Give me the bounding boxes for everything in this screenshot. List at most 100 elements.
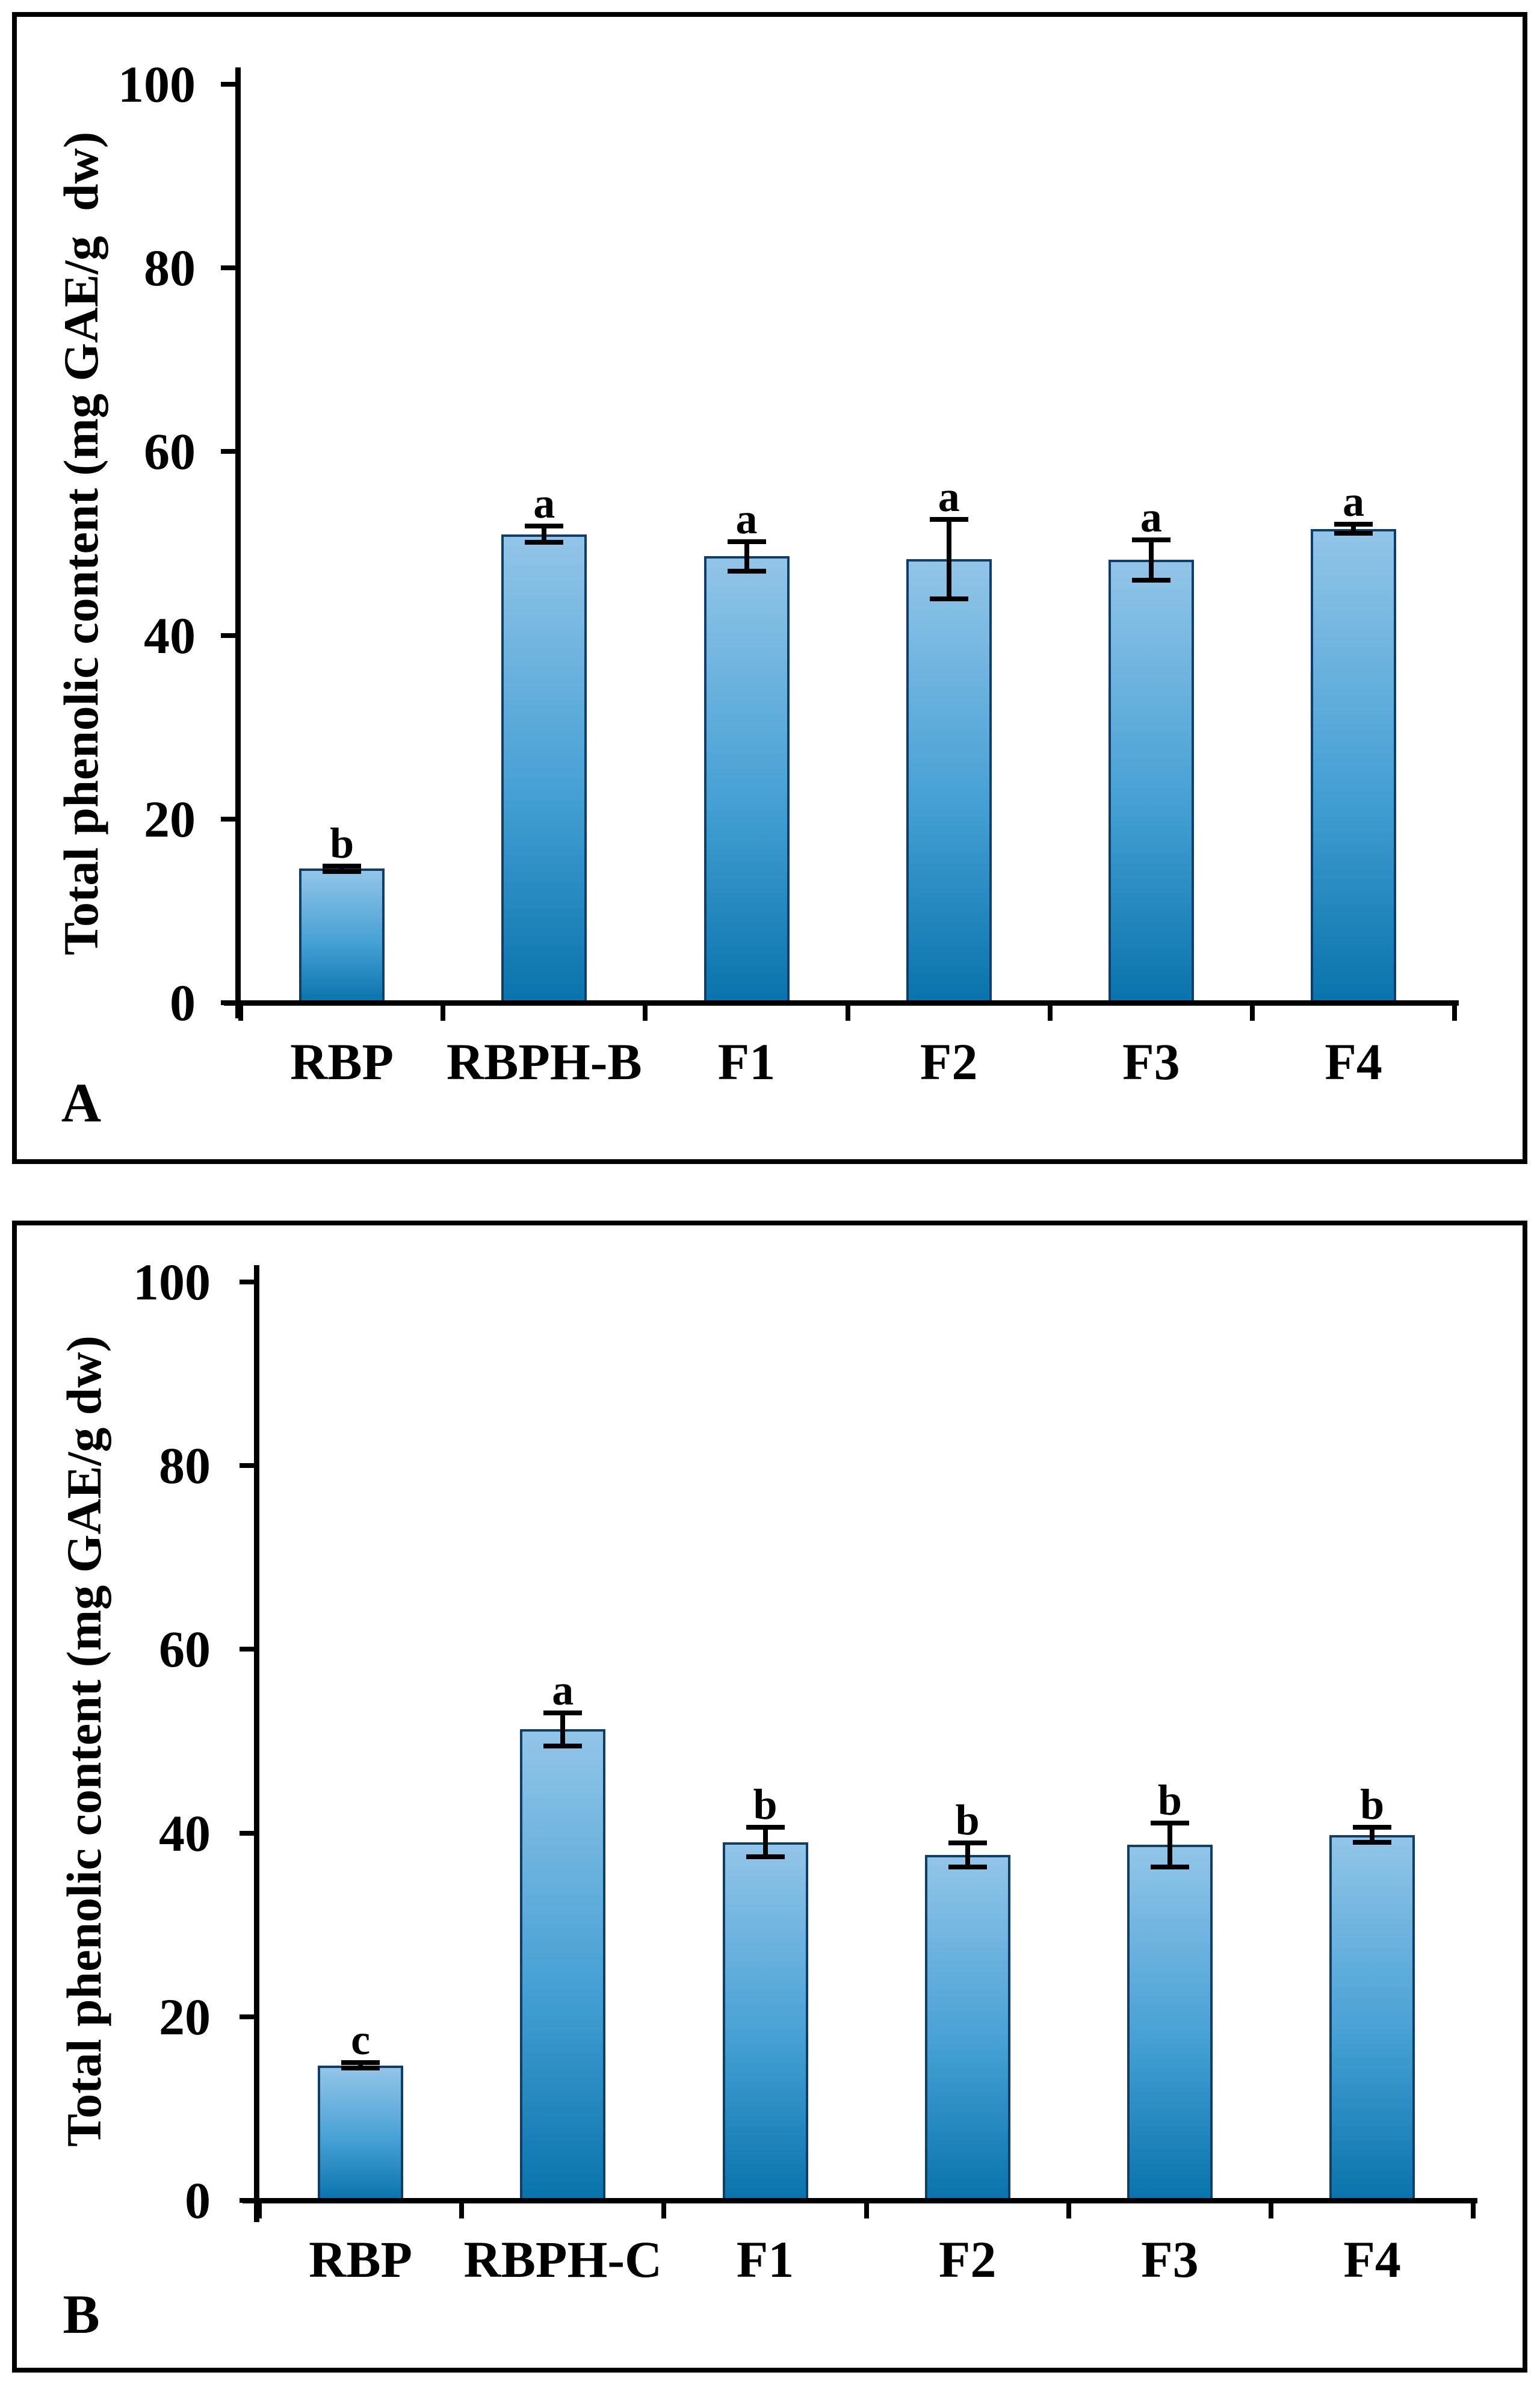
y-tick-label: 80 xyxy=(159,1437,211,1495)
error-bar-cap-bottom xyxy=(1150,1865,1189,1870)
error-bar-line xyxy=(1167,1822,1172,1868)
x-category-label: RBP xyxy=(290,1033,394,1091)
bar-RBPH-C xyxy=(520,1729,606,2203)
error-bar-cap-top xyxy=(929,517,968,522)
x-category-label: RBPH-C xyxy=(463,2231,663,2288)
error-bar-line xyxy=(358,2063,363,2069)
bar-F1 xyxy=(704,556,790,1005)
x-category-label: RBP xyxy=(309,2231,413,2288)
error-bar-line xyxy=(1370,1827,1375,1842)
bar-F3 xyxy=(1127,1845,1213,2203)
y-tick-label: 0 xyxy=(170,974,196,1032)
y-tick xyxy=(221,816,241,822)
error-bar-cap-bottom xyxy=(727,568,766,574)
x-tick xyxy=(661,2200,667,2218)
error-bar-cap-bottom xyxy=(341,2066,380,2071)
significance-letter: a xyxy=(552,1665,574,1714)
error-bar-line xyxy=(946,519,951,599)
x-tick xyxy=(1269,2200,1273,2218)
x-category-label: F3 xyxy=(1122,1033,1180,1091)
y-axis-line xyxy=(254,1265,259,2222)
y-tick-label: 20 xyxy=(144,790,196,848)
error-bar-line xyxy=(560,1712,566,1746)
significance-letter: a xyxy=(735,494,758,543)
y-tick xyxy=(240,1647,259,1652)
x-tick xyxy=(1047,1003,1053,1021)
y-axis-line xyxy=(235,67,241,1018)
y-tick-label: 40 xyxy=(159,1804,211,1862)
y-tick xyxy=(240,1280,259,1284)
error-bar-line xyxy=(1351,524,1356,534)
error-bar-cap-bottom xyxy=(1353,1839,1392,1845)
error-bar-cap-top xyxy=(525,524,564,528)
x-tick xyxy=(1066,2200,1071,2218)
error-bar-cap-top xyxy=(543,1710,583,1715)
bar-F1 xyxy=(722,1842,808,2203)
bar-F2 xyxy=(906,559,992,1005)
y-tick xyxy=(221,633,241,638)
error-bar-line xyxy=(762,1827,768,1857)
significance-letter: a xyxy=(938,472,960,521)
error-bar-cap-top xyxy=(323,863,362,868)
error-bar-cap-bottom xyxy=(525,540,564,545)
error-bar-cap-bottom xyxy=(1131,578,1170,583)
x-tick xyxy=(238,1003,243,1021)
bar-RBP xyxy=(318,2065,404,2203)
bar-F4 xyxy=(1329,1834,1415,2203)
error-bar-cap-bottom xyxy=(948,1865,987,1870)
y-tick xyxy=(240,1463,259,1469)
error-bar-line xyxy=(965,1843,970,1868)
y-tick xyxy=(240,2014,259,2019)
x-tick xyxy=(864,2200,869,2218)
x-category-label: F1 xyxy=(736,2231,794,2288)
bar-F4 xyxy=(1311,528,1397,1005)
y-tick xyxy=(221,265,241,271)
error-bar-cap-top xyxy=(1131,537,1170,542)
bar-F3 xyxy=(1108,560,1194,1005)
error-bar-cap-top xyxy=(727,539,766,544)
error-bar-line xyxy=(339,865,345,872)
error-bar-cap-top xyxy=(341,2060,380,2066)
significance-letter: b xyxy=(1157,1776,1182,1824)
x-category-label: F2 xyxy=(938,2231,997,2288)
error-bar-cap-bottom xyxy=(1334,531,1373,536)
x-category-label: F1 xyxy=(717,1033,776,1091)
panel-letter: A xyxy=(61,1072,102,1133)
x-axis-line xyxy=(224,1000,1459,1006)
significance-letter: c xyxy=(351,2016,371,2064)
significance-letter: a xyxy=(533,479,555,527)
y-tick-label: 60 xyxy=(144,423,196,481)
x-tick xyxy=(1250,1003,1255,1021)
x-tick xyxy=(845,1003,850,1021)
x-tick xyxy=(459,2200,465,2218)
x-tick xyxy=(441,1003,446,1021)
x-tick xyxy=(1471,2200,1476,2218)
y-tick-label: 0 xyxy=(185,2172,211,2229)
x-category-label: F2 xyxy=(920,1033,978,1091)
y-tick-label: 20 xyxy=(159,1987,211,2046)
x-category-label: F4 xyxy=(1343,2231,1401,2288)
x-category-label: RBPH-B xyxy=(446,1033,642,1091)
bar-RBP xyxy=(299,868,385,1005)
significance-letter: b xyxy=(330,819,354,867)
error-bar-cap-bottom xyxy=(543,1743,583,1748)
x-tick xyxy=(257,2200,262,2218)
error-bar-cap-bottom xyxy=(323,868,362,874)
y-tick-label: 100 xyxy=(133,1253,211,1311)
y-tick xyxy=(221,449,241,454)
error-bar-cap-top xyxy=(1150,1820,1189,1825)
significance-letter: b xyxy=(955,1796,980,1845)
error-bar-line xyxy=(542,526,547,543)
error-bar-line xyxy=(1148,539,1154,581)
bar-F2 xyxy=(924,1855,1010,2203)
significance-letter: b xyxy=(753,1780,778,1829)
bar-RBPH-B xyxy=(501,534,587,1005)
error-bar-cap-top xyxy=(948,1841,987,1846)
significance-letter: b xyxy=(1360,1780,1385,1829)
y-tick-label: 80 xyxy=(144,239,196,297)
error-bar-cap-bottom xyxy=(929,596,968,601)
x-category-label: F4 xyxy=(1325,1033,1382,1091)
error-bar-line xyxy=(744,541,749,571)
error-bar-cap-top xyxy=(746,1825,785,1830)
y-tick-label: 40 xyxy=(144,606,196,664)
